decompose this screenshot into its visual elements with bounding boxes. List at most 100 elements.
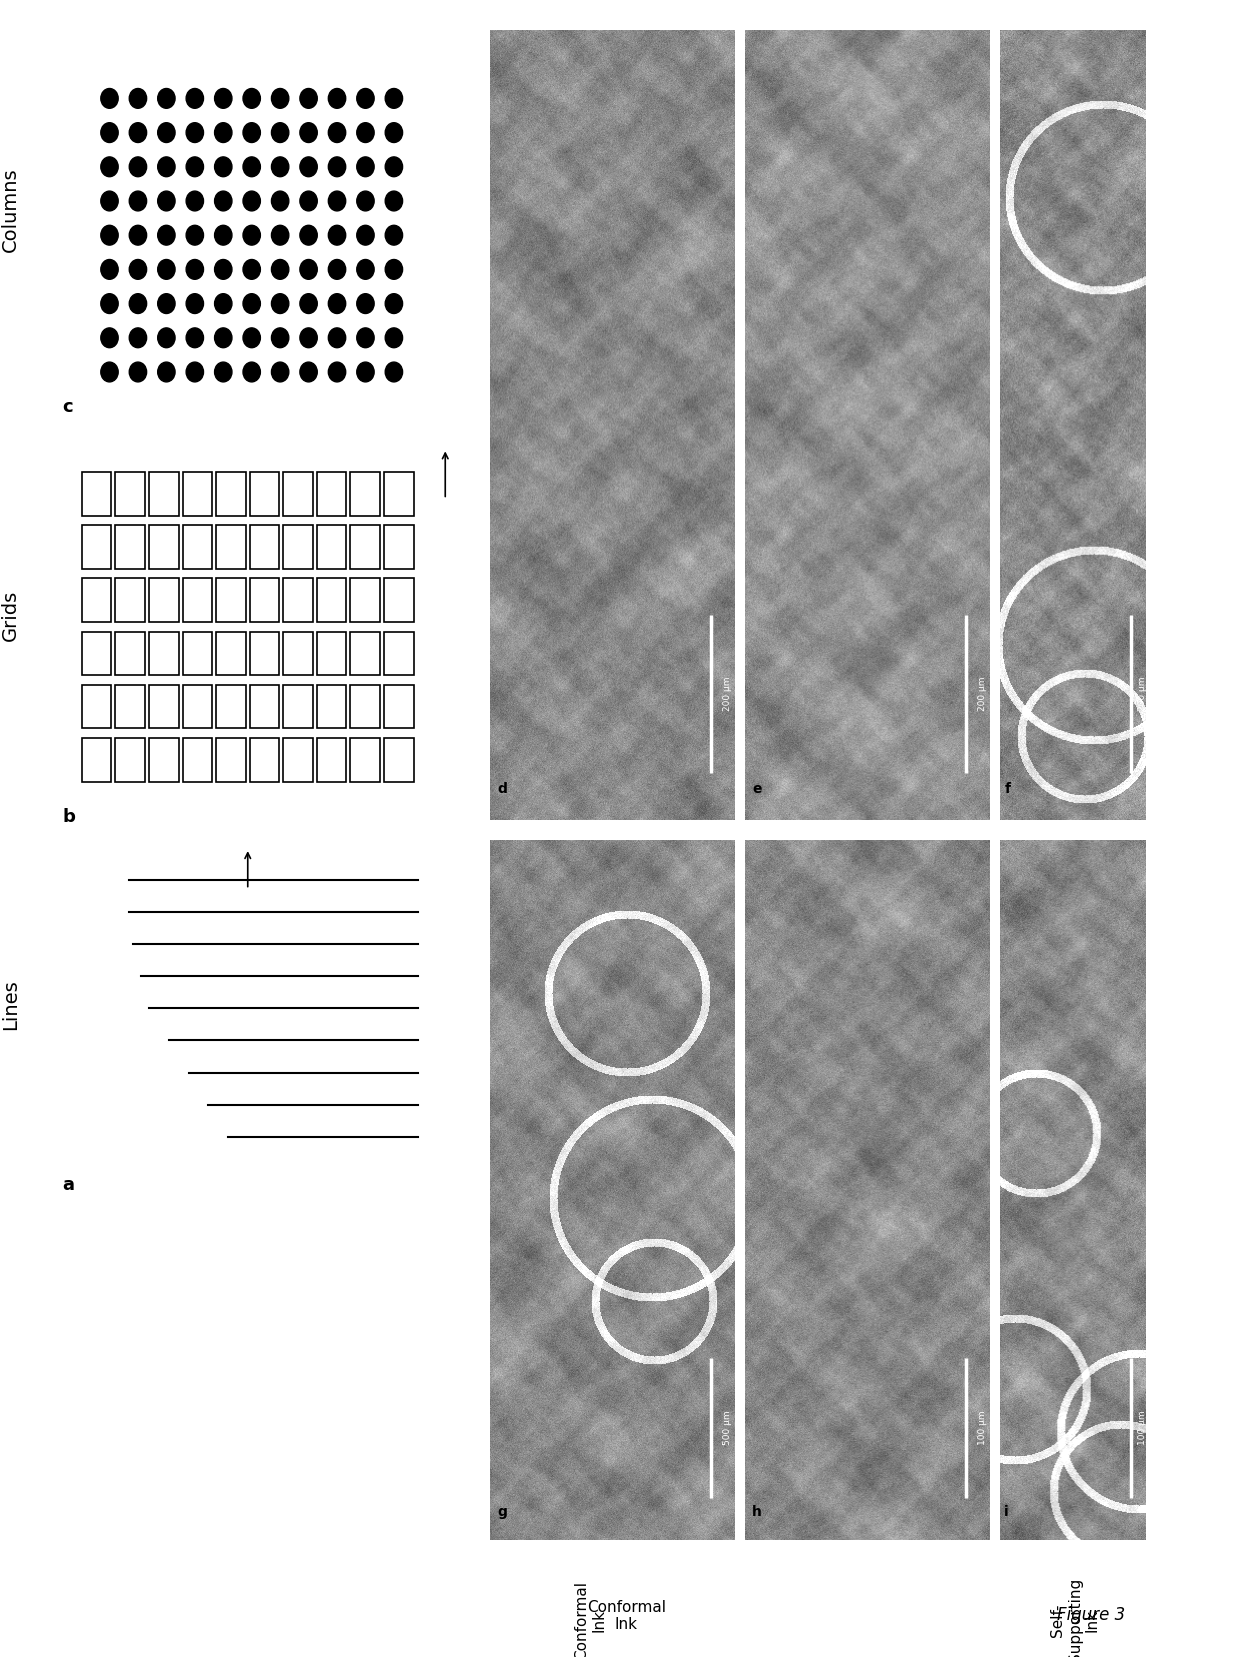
- Bar: [149, 684, 179, 729]
- Bar: [384, 631, 414, 674]
- Circle shape: [215, 328, 232, 348]
- Bar: [317, 737, 346, 782]
- Bar: [149, 472, 179, 515]
- Circle shape: [100, 260, 118, 280]
- Circle shape: [243, 123, 260, 143]
- Circle shape: [186, 260, 203, 280]
- Bar: [351, 525, 379, 568]
- Circle shape: [300, 328, 317, 348]
- Text: Lines: Lines: [1, 979, 20, 1031]
- Circle shape: [386, 328, 403, 348]
- Text: Conformal
Ink: Conformal Ink: [587, 1599, 666, 1632]
- Circle shape: [357, 260, 374, 280]
- Circle shape: [129, 191, 146, 210]
- Bar: [317, 684, 346, 729]
- Circle shape: [186, 293, 203, 313]
- Circle shape: [329, 157, 346, 177]
- Circle shape: [300, 191, 317, 210]
- Circle shape: [329, 88, 346, 108]
- Bar: [115, 631, 145, 674]
- Circle shape: [215, 123, 232, 143]
- Circle shape: [329, 293, 346, 313]
- Text: Grids: Grids: [1, 590, 20, 641]
- Circle shape: [157, 191, 175, 210]
- Circle shape: [186, 157, 203, 177]
- Bar: [82, 631, 112, 674]
- Circle shape: [272, 123, 289, 143]
- Bar: [182, 737, 212, 782]
- Bar: [182, 525, 212, 568]
- Circle shape: [386, 88, 403, 108]
- Bar: [351, 631, 379, 674]
- Circle shape: [329, 363, 346, 381]
- Bar: [283, 737, 312, 782]
- Circle shape: [357, 363, 374, 381]
- Circle shape: [129, 293, 146, 313]
- Circle shape: [129, 157, 146, 177]
- Circle shape: [157, 293, 175, 313]
- Circle shape: [243, 191, 260, 210]
- Circle shape: [272, 157, 289, 177]
- Text: Columns: Columns: [1, 167, 20, 252]
- Bar: [149, 525, 179, 568]
- Bar: [249, 737, 279, 782]
- Circle shape: [186, 88, 203, 108]
- Circle shape: [329, 191, 346, 210]
- Bar: [317, 578, 346, 621]
- Bar: [384, 472, 414, 515]
- Text: f: f: [1004, 782, 1011, 797]
- Bar: [149, 631, 179, 674]
- Bar: [182, 684, 212, 729]
- Bar: [317, 525, 346, 568]
- Bar: [149, 578, 179, 621]
- Circle shape: [186, 363, 203, 381]
- Text: g: g: [497, 1505, 507, 1519]
- Circle shape: [243, 225, 260, 245]
- Bar: [82, 737, 112, 782]
- Circle shape: [300, 225, 317, 245]
- Circle shape: [300, 363, 317, 381]
- Circle shape: [272, 260, 289, 280]
- Circle shape: [215, 157, 232, 177]
- Bar: [216, 472, 246, 515]
- Circle shape: [157, 88, 175, 108]
- Circle shape: [272, 363, 289, 381]
- Bar: [115, 737, 145, 782]
- Text: 200 μm: 200 μm: [723, 676, 732, 711]
- Circle shape: [329, 225, 346, 245]
- Circle shape: [329, 123, 346, 143]
- Text: 100 μm: 100 μm: [978, 1410, 987, 1445]
- Bar: [351, 684, 379, 729]
- Text: b: b: [62, 809, 74, 827]
- Circle shape: [186, 123, 203, 143]
- Circle shape: [386, 191, 403, 210]
- Text: Self-
Supporting
Ink: Self- Supporting Ink: [1050, 1577, 1100, 1657]
- Bar: [283, 631, 312, 674]
- Text: 100 μm: 100 μm: [1138, 1410, 1147, 1445]
- Bar: [149, 737, 179, 782]
- Bar: [351, 578, 379, 621]
- Circle shape: [129, 260, 146, 280]
- Bar: [82, 525, 112, 568]
- Text: h: h: [753, 1505, 763, 1519]
- Circle shape: [100, 363, 118, 381]
- Bar: [249, 472, 279, 515]
- Circle shape: [215, 88, 232, 108]
- Bar: [384, 578, 414, 621]
- Bar: [115, 472, 145, 515]
- Bar: [182, 631, 212, 674]
- Circle shape: [186, 328, 203, 348]
- Circle shape: [272, 225, 289, 245]
- Text: e: e: [753, 782, 761, 797]
- Circle shape: [386, 157, 403, 177]
- Bar: [115, 578, 145, 621]
- Circle shape: [329, 260, 346, 280]
- Circle shape: [157, 225, 175, 245]
- Circle shape: [329, 328, 346, 348]
- Text: 200 μm: 200 μm: [978, 676, 987, 711]
- Circle shape: [243, 260, 260, 280]
- Bar: [317, 472, 346, 515]
- Circle shape: [272, 328, 289, 348]
- Circle shape: [215, 225, 232, 245]
- Bar: [216, 525, 246, 568]
